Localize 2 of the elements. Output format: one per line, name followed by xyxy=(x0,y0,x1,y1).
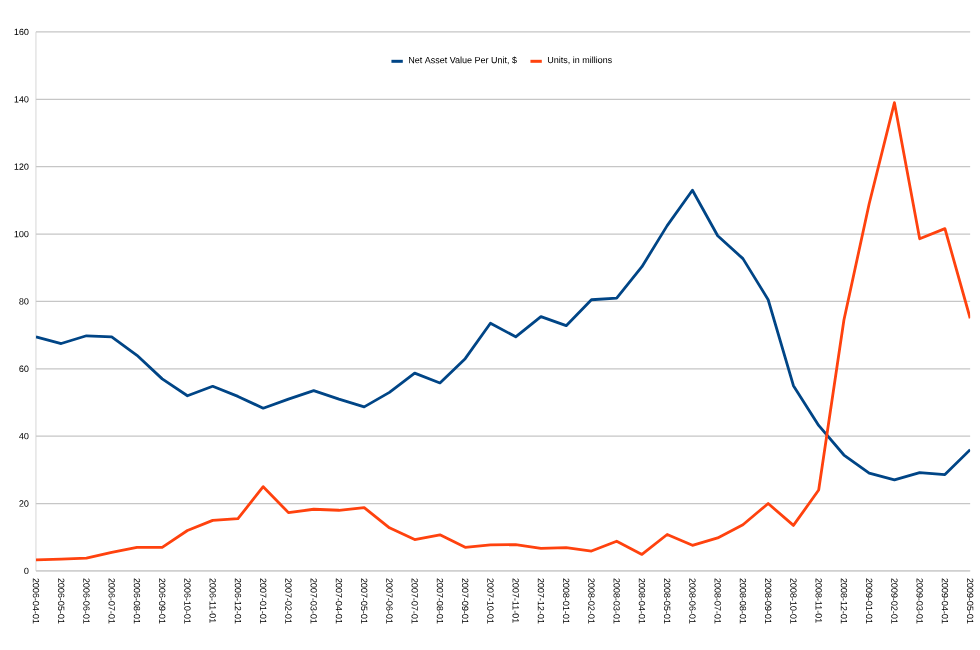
line-series xyxy=(35,100,971,561)
line-series xyxy=(35,188,971,481)
